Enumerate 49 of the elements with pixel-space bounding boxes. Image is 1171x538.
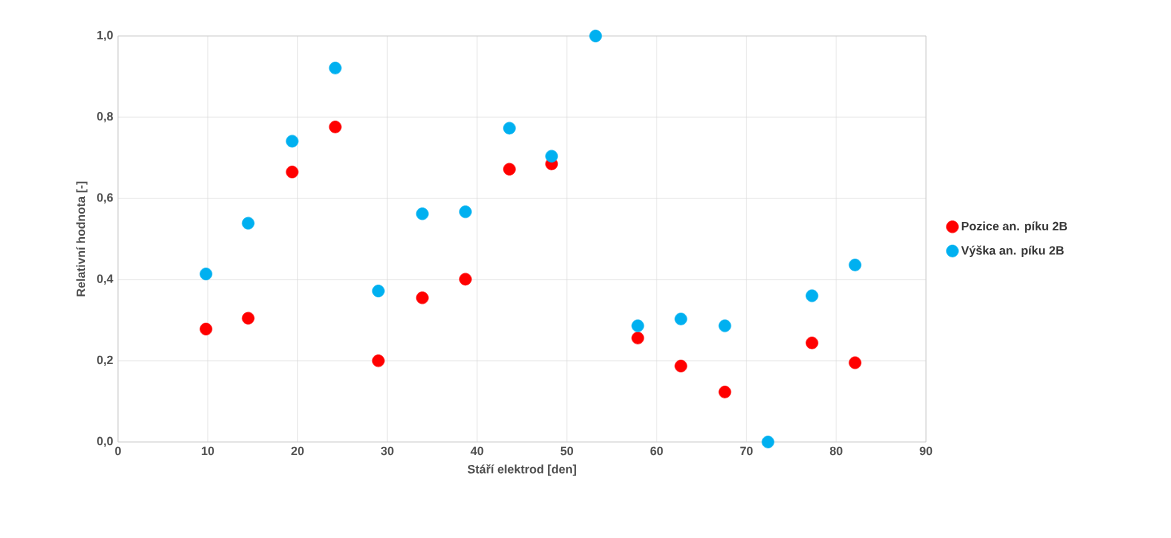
point (805, 289, 819, 303)
point (416, 291, 429, 305)
x-tick-label: 80 (829, 446, 843, 456)
y-tick-label: 0,6 (97, 193, 113, 204)
legend-label: Výška an. píku 2B (961, 245, 1064, 258)
y-axis-title: Relativní hodnota [-] (76, 181, 88, 297)
x-tick-label: 90 (919, 446, 933, 456)
y-tick-label: 0,0 (97, 436, 113, 448)
point (718, 319, 732, 333)
point (199, 267, 213, 281)
y-tick-label: 0,8 (97, 112, 113, 123)
point (329, 61, 342, 75)
point (199, 322, 213, 336)
point (459, 272, 472, 286)
point (545, 149, 558, 163)
point (503, 162, 516, 176)
x-tick-label: 10 (201, 446, 214, 456)
x-tick-label: 30 (380, 446, 394, 456)
point (285, 165, 299, 179)
point (241, 216, 255, 230)
point (631, 331, 645, 345)
point (674, 312, 688, 326)
point (631, 319, 645, 333)
point (848, 258, 862, 272)
point (674, 359, 688, 373)
y-tick-label: 0,2 (97, 355, 113, 366)
point (589, 29, 602, 43)
point (718, 385, 732, 399)
x-tick-label: 60 (650, 446, 663, 456)
point (372, 354, 385, 368)
point (805, 336, 819, 350)
point (848, 356, 862, 370)
x-tick-label: 20 (291, 446, 304, 456)
point (416, 207, 429, 221)
legend-label: Pozice an. píku 2B (961, 221, 1068, 233)
point (503, 121, 516, 135)
point (285, 134, 299, 148)
x-axis-title: Stáří elektrod [den] (467, 464, 576, 476)
point (241, 311, 255, 325)
point (459, 205, 472, 219)
point (761, 435, 775, 449)
y-tick-label: 0,4 (97, 274, 114, 285)
x-tick-label: 70 (740, 446, 753, 456)
point (372, 284, 385, 298)
y-tick-label: 1,0 (97, 30, 113, 42)
x-tick-label: 0 (115, 446, 121, 456)
x-tick-label: 40 (470, 446, 484, 456)
x-tick-label: 50 (560, 446, 574, 456)
point (329, 120, 342, 134)
